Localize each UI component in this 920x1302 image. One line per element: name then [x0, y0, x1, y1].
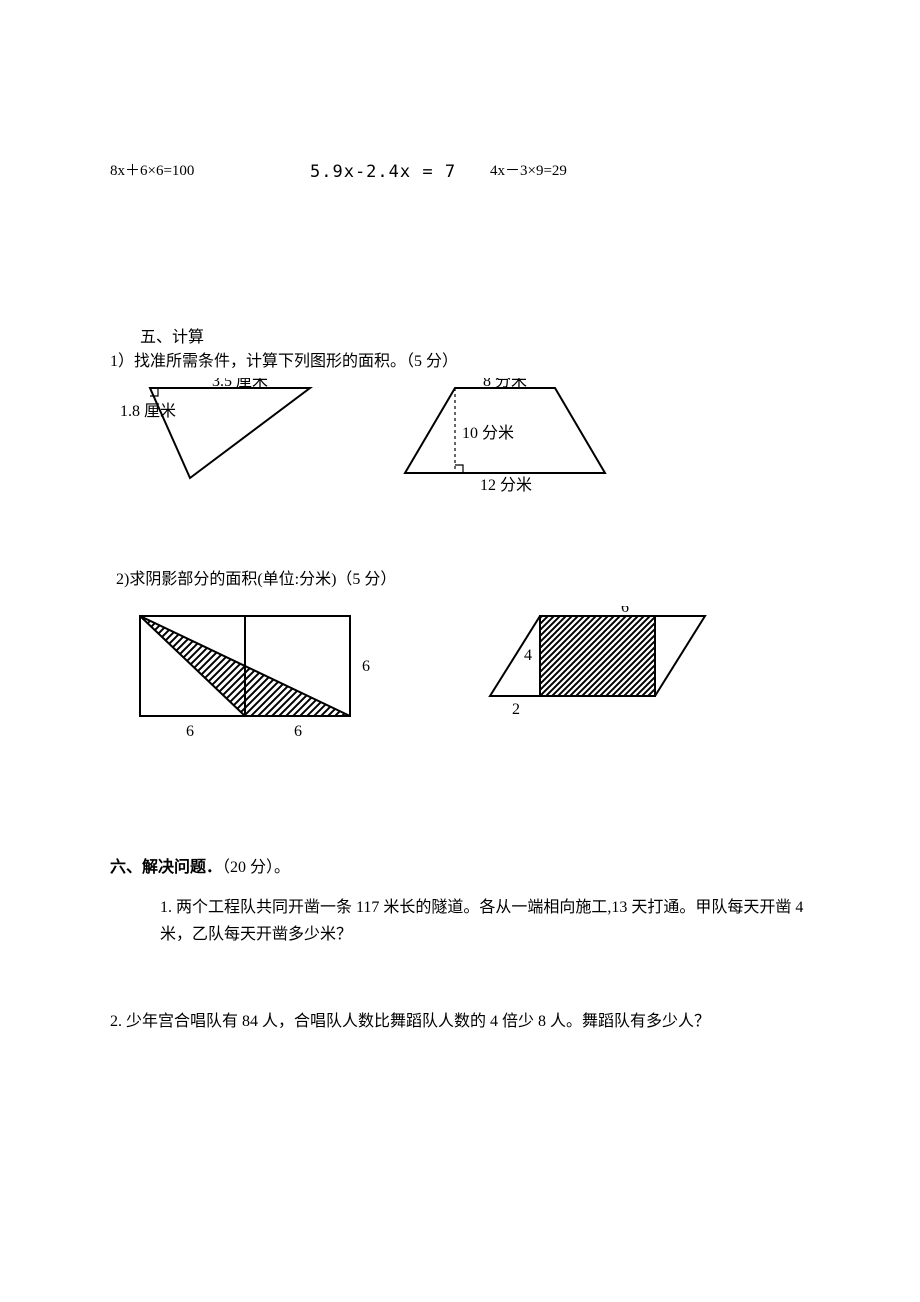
- section-6-heading: 六、解决问题．: [110, 859, 222, 876]
- problem-2: 2. 少年宫合唱队有 84 人，合唱队人数比舞蹈队人数的 4 倍少 8 人。舞蹈…: [110, 1008, 810, 1035]
- section-5-heading: 五、计算: [140, 326, 810, 350]
- figure-shaded-b: 6 4 2: [480, 606, 730, 736]
- trap-right-angle: [455, 465, 463, 473]
- figB-top-label: 6: [621, 606, 629, 616]
- equation-row: 8x＋6×6=100 5.9x-2.4x = 7 4x－3×9=29: [110, 160, 810, 186]
- triangle-left-label: 1.8 厘米: [120, 400, 176, 424]
- section-6-points: （20 分）。: [222, 859, 290, 876]
- figA-right-label: 6: [362, 658, 370, 675]
- figA-bl-label: 6: [186, 723, 194, 740]
- equation-2: 5.9x-2.4x = 7: [310, 160, 490, 186]
- trap-bottom-label: 12 分米: [480, 476, 532, 494]
- figure-trapezoid: 8 分米 10 分米 12 分米: [390, 378, 630, 508]
- section-6: 六、解决问题．（20 分）。 1. 两个工程队共同开凿一条 117 米长的隧道。…: [110, 856, 810, 1036]
- section-5: 五、计算 1）找准所需条件，计算下列图形的面积。（5 分） 3.5 厘米 1.8…: [110, 326, 810, 746]
- section-6-heading-row: 六、解决问题．（20 分）。: [110, 856, 810, 880]
- q2-text: 2)求阴影部分的面积(单位:分米)（5 分）: [116, 568, 810, 592]
- figure-shaded-a: 6 6 6: [130, 606, 380, 746]
- trap-height-label: 10 分米: [462, 424, 514, 442]
- figB-left-label: 4: [524, 647, 532, 664]
- problem-1: 1. 两个工程队共同开凿一条 117 米长的隧道。各从一端相向施工,13 天打通…: [160, 894, 810, 948]
- q1-text: 1）找准所需条件，计算下列图形的面积。（5 分）: [110, 350, 810, 374]
- figA-br-label: 6: [294, 723, 302, 740]
- figure-triangle: 3.5 厘米: [130, 378, 360, 508]
- equation-1: 8x＋6×6=100: [110, 160, 310, 186]
- equation-3: 4x－3×9=29: [490, 160, 650, 186]
- figB-bottom-label: 2: [512, 701, 520, 718]
- figB-inner-rect: [540, 616, 655, 696]
